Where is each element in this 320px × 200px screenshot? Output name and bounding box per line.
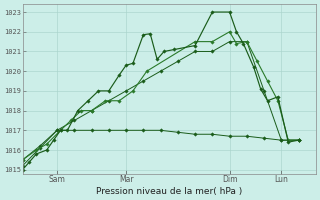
X-axis label: Pression niveau de la mer( hPa ): Pression niveau de la mer( hPa ) bbox=[96, 187, 242, 196]
